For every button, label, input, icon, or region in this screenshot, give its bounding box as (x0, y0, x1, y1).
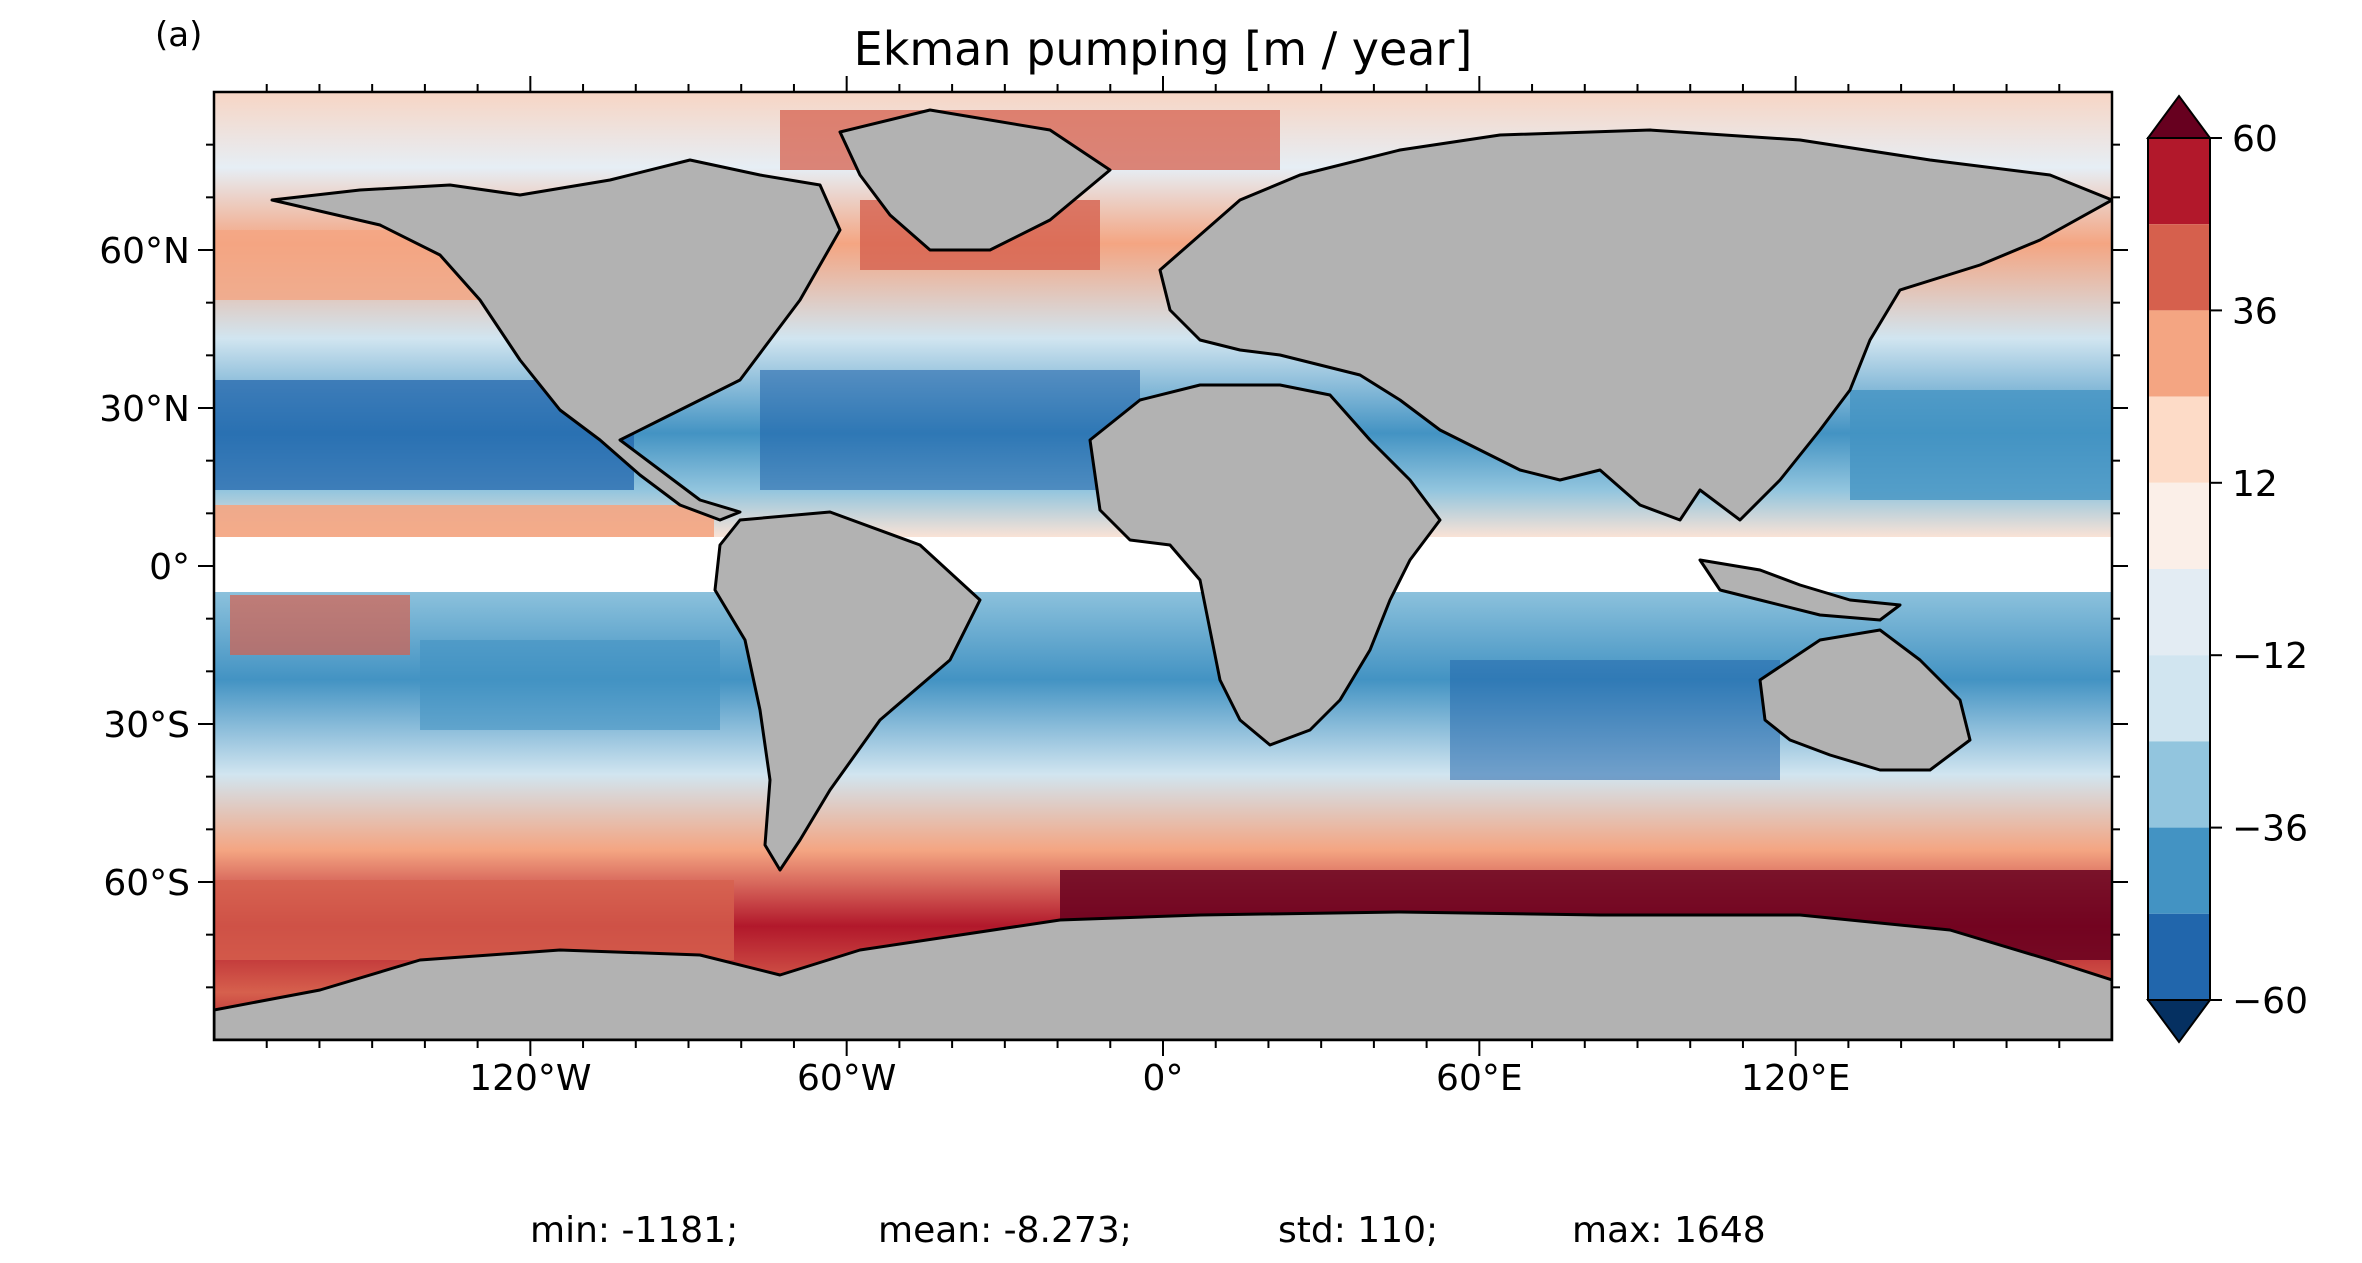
colorbar-tick-label: 36 (2232, 291, 2278, 332)
stat-max: max: 1648 (1572, 1210, 1766, 1251)
land (214, 108, 2112, 1040)
subtropical-north-west-pacific (1850, 390, 2112, 500)
land-south-america (713, 510, 982, 872)
subtropical-north-atlantic (760, 370, 1140, 490)
x-tick-label: 60°E (1436, 1058, 1523, 1099)
colorbar-band (2148, 569, 2210, 656)
colorbar-band (2148, 310, 2210, 397)
stats-line: min: -1181; mean: -8.273; std: 110; max:… (530, 1210, 1766, 1251)
y-tick-label: 30°S (103, 705, 190, 746)
x-tick-label: 120°E (1741, 1058, 1850, 1099)
colorbar-tick-label: −60 (2232, 981, 2308, 1022)
colorbar-band (2148, 138, 2210, 225)
colorbar-tick-label: 12 (2232, 464, 2278, 505)
south-atlantic-tropical (230, 595, 410, 655)
colorbar-outline (2147, 137, 2211, 1001)
x-tick-label: 120°W (469, 1058, 591, 1099)
colorbar-band (2148, 655, 2210, 742)
x-tick-label: 0° (1143, 1058, 1184, 1099)
x-tick-label: 60°W (797, 1058, 896, 1099)
land-eurasia (1158, 128, 2112, 522)
colorbar-ticks: 60 36 12 −12 −36 −60 (2210, 119, 2308, 1022)
y-tick-label: 0° (149, 547, 190, 588)
panel-label: (a) (155, 15, 202, 55)
land-australia (1758, 628, 1972, 772)
land-maritime-continent (1698, 558, 1902, 622)
colorbar-tick-label: −36 (2232, 809, 2308, 850)
north-tropical-pacific (214, 505, 714, 540)
stat-std: std: 110; (1278, 1210, 1438, 1251)
colorbar-band (2148, 224, 2210, 311)
y-tick-label: 60°S (103, 863, 190, 904)
colorbar-band (2148, 913, 2210, 1000)
colorbar-band (2148, 827, 2210, 914)
subtropical-south-pacific (420, 640, 720, 730)
stat-mean: mean: -8.273; (878, 1210, 1132, 1251)
colorbar-band (2148, 396, 2210, 483)
colorbar-bands (2146, 94, 2212, 1044)
colorbar-tick-label: −12 (2232, 636, 2308, 677)
subtropical-south-indian (1450, 660, 1780, 780)
y-tick-label: 60°N (99, 231, 190, 272)
colorbar-band (2148, 482, 2210, 569)
land-africa (1088, 383, 1442, 747)
map-area (214, 92, 2112, 1040)
colorbar-extend-bottom (2146, 999, 2212, 1044)
colorbar-tick-label: 60 (2232, 119, 2278, 160)
land-greenland (838, 108, 1112, 252)
colorbar-extend-top (2146, 94, 2212, 139)
land-north-america (270, 158, 842, 522)
stat-min: min: -1181; (530, 1210, 738, 1251)
y-axis: 60°N 30°N 0° 30°S 60°S (99, 143, 2128, 989)
x-axis: 120°W 60°W 0° 60°E 120°E (265, 76, 2061, 1099)
map-title: Ekman pumping [m / year] (854, 22, 1473, 76)
southern-ocean-west (214, 880, 734, 960)
colorbar-band (2148, 741, 2210, 828)
y-tick-label: 30°N (99, 389, 190, 430)
land-antarctica (214, 910, 2112, 1040)
colorbar: 60 36 12 −12 −36 −60 (2146, 94, 2308, 1044)
